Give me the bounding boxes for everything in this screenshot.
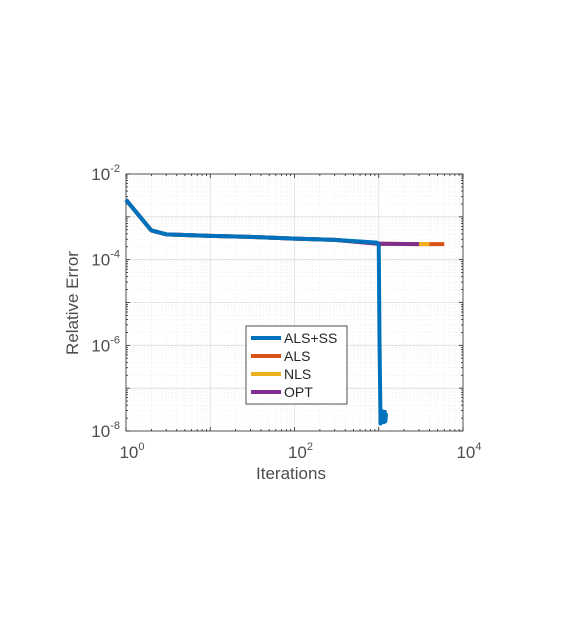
series-lines xyxy=(124,198,445,426)
y-tick-labels: 10-2 10-4 10-6 10-8 xyxy=(91,163,120,441)
y-tick-label: 10-8 xyxy=(91,420,120,441)
x-tick-label: 104 xyxy=(456,441,481,462)
y-tick-label: 10-6 xyxy=(91,334,120,355)
x-tick-label: 102 xyxy=(288,441,313,462)
tick-marks xyxy=(125,173,464,432)
series-line-als-ss xyxy=(124,198,389,426)
legend: ALS+SS ALS NLS OPT xyxy=(245,325,348,405)
y-tick-label: 10-4 xyxy=(91,249,120,270)
y-axis-label: Relative Error xyxy=(63,251,82,355)
y-tick-label: 10-2 xyxy=(91,163,120,184)
x-tick-labels: 100 102 104 xyxy=(119,441,481,462)
legend-entry: ALS+SS xyxy=(284,330,337,346)
legend-entry: NLS xyxy=(284,366,311,382)
legend-entry: ALS xyxy=(284,348,310,364)
x-axis-label: Iterations xyxy=(256,464,326,483)
legend-entry: OPT xyxy=(284,384,313,400)
x-tick-label: 100 xyxy=(119,441,144,462)
